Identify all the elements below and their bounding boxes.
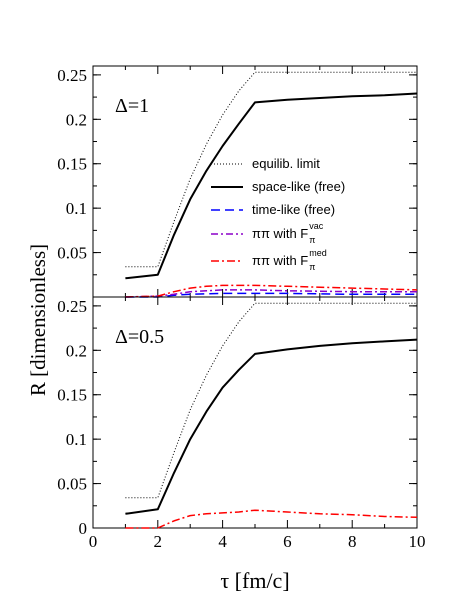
y-tick-label: 0.25 <box>57 297 87 316</box>
series-line-space <box>125 92 418 280</box>
legend-label: equilib. limit <box>252 156 320 171</box>
y-tick-label: 0.2 <box>66 341 87 360</box>
y-tick-label: 0.05 <box>57 475 87 494</box>
y-tick-label: 0.1 <box>66 199 87 218</box>
series-line-pimed <box>125 509 418 529</box>
y-tick-label: 0.15 <box>57 386 87 405</box>
x-axis-label: τ [fm/c] <box>220 568 289 593</box>
x-tick-label: 8 <box>348 532 357 551</box>
y-axis-label: R [dimensionless] <box>26 244 50 396</box>
y-tick-label: 0.1 <box>66 430 87 449</box>
panel-label: Δ=0.5 <box>115 326 164 348</box>
series-line-pimed <box>125 284 418 298</box>
legend: equilib. limit space-like (free) time-like… <box>211 156 345 272</box>
x-tick-label: 0 <box>89 532 98 551</box>
legend-label: time-like (free) <box>252 202 335 217</box>
series-line-equilibrium <box>125 71 417 268</box>
legend-subscript: π <box>309 262 315 272</box>
legend-subscript: π <box>309 235 315 245</box>
y-tick-label: 0.25 <box>57 66 87 85</box>
panel-delta-1: 0.05 0.1 0.15 0.2 0.25 Δ=1 <box>57 65 418 298</box>
series-line-pivac <box>125 289 417 298</box>
y-tick-label: 0.05 <box>57 244 87 263</box>
series-line-space <box>125 338 418 515</box>
y-tick-label: 0.15 <box>57 155 87 174</box>
legend-label: ππ with F <box>252 253 308 268</box>
panel-delta-0-5: 0 0.05 0.1 0.15 0.2 0.25 Δ=0.5 <box>57 296 418 538</box>
legend-superscript: med <box>309 248 327 258</box>
panel-label: Δ=1 <box>115 95 149 117</box>
legend-superscript: vac <box>309 221 324 231</box>
y-tick-label: 0.2 <box>66 110 87 129</box>
legend-label: space-like (free) <box>252 179 345 194</box>
x-axis: 0 2 4 6 8 10 <box>89 532 426 551</box>
series-line-equilibrium <box>125 302 417 499</box>
series-line-time <box>125 292 417 298</box>
x-tick-label: 4 <box>218 532 227 551</box>
y-tick-label: 0 <box>79 519 88 538</box>
x-tick-label: 10 <box>409 532 426 551</box>
x-tick-label: 6 <box>283 532 292 551</box>
x-tick-label: 2 <box>154 532 163 551</box>
legend-label: ππ with F <box>252 226 308 241</box>
